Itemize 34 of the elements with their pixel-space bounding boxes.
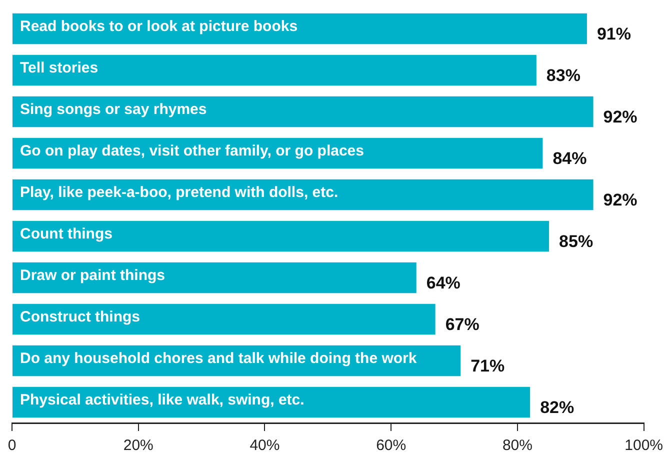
y-tick-label: Read books to or look at picture books — [20, 18, 298, 35]
y-tick-label: Count things — [20, 225, 112, 242]
y-tick-label: Go on play dates, visit other family, or go places — [20, 142, 364, 160]
y-tick-label: Sing songs or say rhymes — [20, 100, 207, 118]
x-tick-label: 80% — [502, 437, 532, 454]
bar — [12, 96, 594, 128]
y-tick-label: Tell stories — [20, 59, 98, 76]
bar — [12, 220, 550, 252]
data-label: 71% — [470, 356, 505, 376]
data-label: 92% — [603, 107, 638, 126]
x-tick-label: 40% — [250, 437, 280, 454]
y-tick-label: Construct things — [20, 308, 140, 326]
x-tick-label: 0 — [8, 437, 16, 454]
y-tick-label: Do any household chores and talk while doing the work — [20, 350, 418, 367]
x-tick-label: 100% — [624, 437, 664, 454]
bar — [12, 179, 594, 210]
x-tick-label: 20% — [123, 437, 154, 454]
data-label: 91% — [596, 24, 631, 44]
data-label: 82% — [540, 398, 574, 417]
y-tick-label: Play, like peek-a-boo, pretend with dolls, etc. — [20, 184, 338, 201]
bar — [12, 54, 536, 86]
bar — [12, 386, 530, 418]
data-label: 92% — [603, 190, 638, 210]
bar — [12, 304, 436, 335]
x-tick-label: 60% — [376, 437, 406, 454]
bar — [12, 13, 587, 44]
data-label: 85% — [559, 232, 594, 251]
data-label: 84% — [552, 148, 587, 168]
y-tick-label: Draw or paint things — [20, 266, 166, 284]
data-label: 83% — [546, 66, 580, 85]
bar — [12, 262, 416, 294]
data-label: 67% — [445, 314, 480, 334]
y-tick-label: Physical activities, like walk, swing, etc. — [20, 391, 304, 408]
data-label: 64% — [426, 273, 460, 292]
